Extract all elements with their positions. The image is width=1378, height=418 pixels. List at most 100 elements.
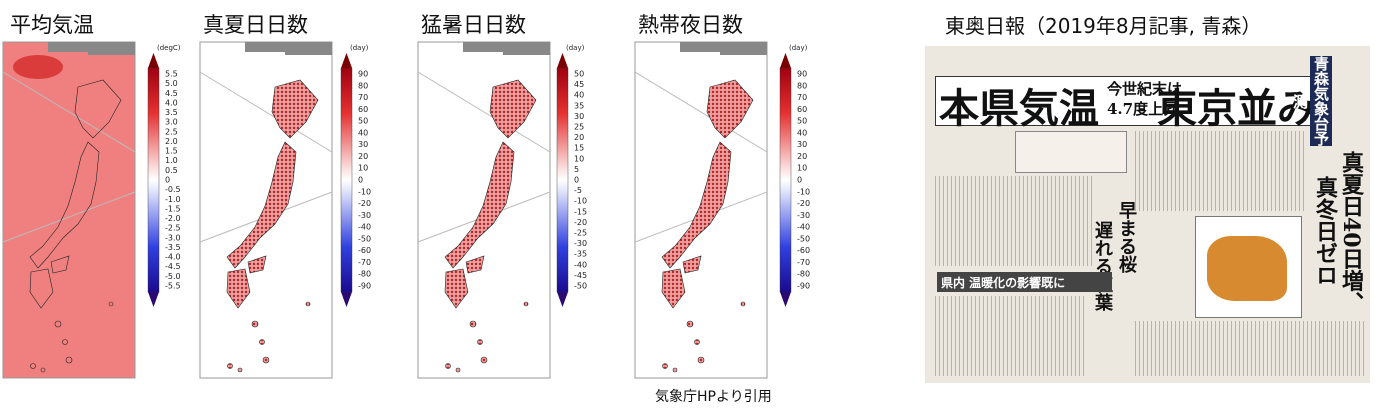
colorbar-label: -90 bbox=[797, 282, 810, 291]
colorbar-label: 5 bbox=[574, 165, 579, 174]
credit: 気象庁HPより引用 bbox=[655, 389, 772, 405]
section-headline: 県内 温暖化の影響既に bbox=[941, 276, 1066, 290]
colorbar-label: -30 bbox=[358, 211, 371, 220]
map-header bbox=[285, 42, 332, 55]
colorbar-label: 10 bbox=[574, 154, 584, 163]
colorbar-label: -5 bbox=[574, 186, 582, 195]
colorbar-label: 50 bbox=[358, 117, 368, 126]
colorbar-label: 5.0 bbox=[165, 79, 178, 88]
colorbar-label: -1.0 bbox=[165, 195, 181, 204]
colorbar-label: 10 bbox=[358, 164, 368, 173]
colorbar-label: 1.5 bbox=[165, 147, 178, 156]
colorbar-label: 10 bbox=[797, 164, 807, 173]
colorbar-label: 1.0 bbox=[165, 156, 178, 165]
colorbar-label: -4.0 bbox=[165, 253, 181, 262]
colorbar-unit: (day) bbox=[350, 44, 369, 52]
map-header bbox=[88, 42, 135, 55]
side-headline-2: 真冬日ゼロ bbox=[1312, 176, 1338, 286]
graticule bbox=[199, 71, 333, 153]
colorbar bbox=[147, 67, 160, 293]
map-header bbox=[48, 42, 88, 52]
colorbar bbox=[779, 67, 792, 293]
colorbar-label: -50 bbox=[574, 282, 587, 291]
table-figure bbox=[1015, 131, 1127, 173]
colorbar-unit: (day) bbox=[789, 44, 808, 52]
article-text bbox=[1135, 131, 1305, 211]
colorbar-unit: (day) bbox=[566, 44, 585, 52]
subhead-2: 4.7度上昇 bbox=[1107, 100, 1179, 118]
colorbar-label: 20 bbox=[797, 152, 807, 161]
colorbar-label: -80 bbox=[797, 270, 810, 279]
colorbar-label: 90 bbox=[358, 70, 368, 79]
article-text bbox=[935, 296, 1085, 376]
map-header bbox=[503, 42, 550, 55]
headline: 本県気温 bbox=[939, 85, 1099, 132]
colorbar-label: 0.5 bbox=[165, 166, 178, 175]
colorbar-label: -60 bbox=[797, 246, 810, 255]
colorbar-label: 90 bbox=[797, 70, 807, 79]
colorbar-label: -15 bbox=[574, 207, 587, 216]
side-headline-1: 真夏日40日増、 bbox=[1338, 151, 1364, 314]
colorbar-label: 20 bbox=[358, 152, 368, 161]
newspaper-title: 東奥日報（2019年8月記事, 青森） bbox=[945, 14, 1262, 38]
colorbar-end bbox=[557, 292, 568, 307]
colorbar-label: -60 bbox=[358, 246, 371, 255]
colorbar-label: 4.5 bbox=[165, 89, 178, 98]
colorbar-label: -70 bbox=[358, 258, 371, 267]
colorbar-label: 80 bbox=[797, 81, 807, 90]
colorbar-label: -10 bbox=[797, 187, 810, 196]
colorbar-label: 0 bbox=[574, 176, 579, 185]
colorbar-label: -2.5 bbox=[165, 224, 181, 233]
colorbar-label: 2.5 bbox=[165, 127, 178, 136]
panel-title: 猛暑日日数 bbox=[421, 13, 526, 37]
panel-title: 平均気温 bbox=[10, 13, 94, 37]
side-label: 青森気象台予測 bbox=[1291, 56, 1332, 146]
colorbar-end bbox=[148, 292, 159, 307]
colorbar-label: 40 bbox=[358, 128, 368, 137]
map-frame bbox=[2, 41, 136, 379]
colorbar-end bbox=[148, 53, 159, 68]
graticule bbox=[2, 191, 136, 243]
map-header bbox=[245, 42, 285, 52]
colorbar-end bbox=[557, 53, 568, 68]
panel-title: 真夏日日数 bbox=[203, 13, 308, 37]
colorbar-label: 80 bbox=[358, 81, 368, 90]
colorbar bbox=[556, 67, 569, 293]
map bbox=[2, 41, 136, 379]
colorbar-label: 25 bbox=[574, 123, 584, 132]
colorbar-label: -40 bbox=[574, 260, 587, 269]
colorbar-label: -10 bbox=[574, 197, 587, 206]
subhead-1: 今世紀末は bbox=[1107, 80, 1183, 98]
headline-2: 東京並み bbox=[1157, 85, 1317, 132]
colorbar-label: -5.5 bbox=[165, 282, 181, 291]
colorbar-label: -45 bbox=[574, 271, 587, 280]
colorbar-label: -4.5 bbox=[165, 262, 181, 271]
panel-title: 熱帯夜日数 bbox=[638, 13, 743, 37]
colorbar-label: -90 bbox=[358, 282, 371, 291]
graticule bbox=[417, 71, 551, 153]
colorbar-label: -50 bbox=[358, 234, 371, 243]
map bbox=[634, 41, 768, 379]
colorbar-label: 3.5 bbox=[165, 108, 178, 117]
colorbar-label: 0 bbox=[358, 176, 363, 185]
colorbar-label: -3.0 bbox=[165, 233, 181, 242]
colorbar-label: -30 bbox=[574, 239, 587, 248]
map-header bbox=[680, 42, 720, 52]
colorbar-label: 0 bbox=[165, 176, 170, 185]
colorbar-end bbox=[780, 292, 791, 307]
colorbar-end bbox=[341, 53, 352, 68]
colorbar-label: 30 bbox=[797, 140, 807, 149]
warm-spot bbox=[13, 55, 63, 79]
colorbar-label: -2.0 bbox=[165, 214, 181, 223]
colorbar-end bbox=[341, 292, 352, 307]
colorbar-label: 60 bbox=[797, 105, 807, 114]
map bbox=[199, 41, 333, 379]
colorbar-label: 2.0 bbox=[165, 137, 178, 146]
colorbar-label: -40 bbox=[797, 223, 810, 232]
colorbar-label: -10 bbox=[358, 187, 371, 196]
colorbar-label: -70 bbox=[797, 258, 810, 267]
colorbar-label: 60 bbox=[358, 105, 368, 114]
